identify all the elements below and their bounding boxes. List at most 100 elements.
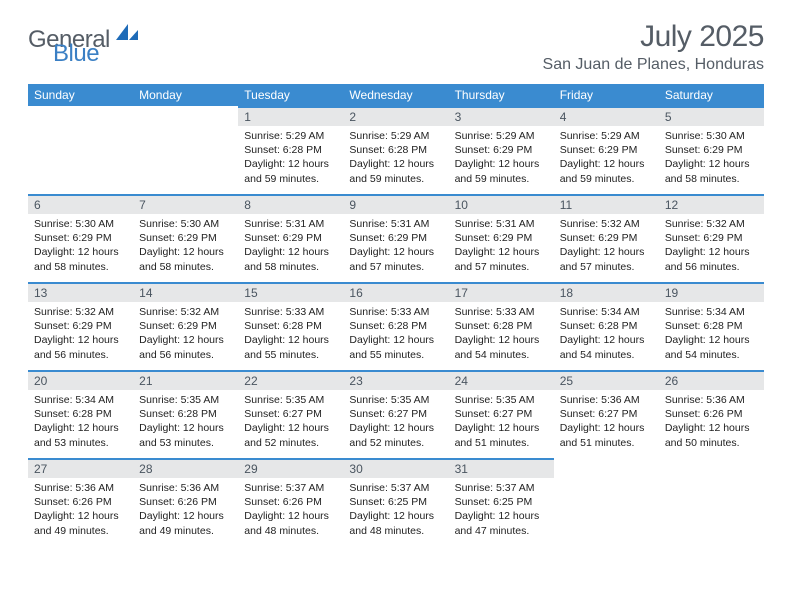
day-details: Sunrise: 5:35 AMSunset: 6:27 PMDaylight:…: [449, 390, 554, 454]
day-number: 9: [343, 194, 448, 214]
weekday-header: Saturday: [659, 84, 764, 106]
day-details: Sunrise: 5:29 AMSunset: 6:28 PMDaylight:…: [343, 126, 448, 190]
daylight-line: Daylight: 12 hours and 55 minutes.: [349, 333, 442, 361]
daylight-line: Daylight: 12 hours and 54 minutes.: [455, 333, 548, 361]
sunset-line: Sunset: 6:28 PM: [139, 407, 232, 421]
calendar-cell: 30Sunrise: 5:37 AMSunset: 6:25 PMDayligh…: [343, 458, 448, 546]
day-number: 14: [133, 282, 238, 302]
calendar-cell: 7Sunrise: 5:30 AMSunset: 6:29 PMDaylight…: [133, 194, 238, 282]
day-number: 23: [343, 370, 448, 390]
sunset-line: Sunset: 6:29 PM: [665, 143, 758, 157]
daylight-line: Daylight: 12 hours and 48 minutes.: [244, 509, 337, 537]
sunrise-line: Sunrise: 5:33 AM: [455, 305, 548, 319]
day-details: Sunrise: 5:30 AMSunset: 6:29 PMDaylight:…: [133, 214, 238, 278]
day-details: Sunrise: 5:36 AMSunset: 6:26 PMDaylight:…: [133, 478, 238, 542]
day-details: Sunrise: 5:35 AMSunset: 6:28 PMDaylight:…: [133, 390, 238, 454]
day-number: 1: [238, 106, 343, 126]
day-number: 4: [554, 106, 659, 126]
sunrise-line: Sunrise: 5:29 AM: [455, 129, 548, 143]
daylight-line: Daylight: 12 hours and 54 minutes.: [665, 333, 758, 361]
day-details: Sunrise: 5:35 AMSunset: 6:27 PMDaylight:…: [343, 390, 448, 454]
sunset-line: Sunset: 6:26 PM: [34, 495, 127, 509]
sunset-line: Sunset: 6:29 PM: [560, 143, 653, 157]
header-bar: General July 2025 San Juan de Planes, Ho…: [28, 20, 764, 74]
calendar-cell: 14Sunrise: 5:32 AMSunset: 6:29 PMDayligh…: [133, 282, 238, 370]
sunrise-line: Sunrise: 5:36 AM: [560, 393, 653, 407]
sunrise-line: Sunrise: 5:35 AM: [244, 393, 337, 407]
day-details: Sunrise: 5:33 AMSunset: 6:28 PMDaylight:…: [449, 302, 554, 366]
daylight-line: Daylight: 12 hours and 56 minutes.: [665, 245, 758, 273]
brand-sail-icon: [114, 22, 140, 47]
daylight-line: Daylight: 12 hours and 51 minutes.: [455, 421, 548, 449]
sunset-line: Sunset: 6:29 PM: [455, 143, 548, 157]
daylight-line: Daylight: 12 hours and 57 minutes.: [349, 245, 442, 273]
calendar-header: SundayMondayTuesdayWednesdayThursdayFrid…: [28, 84, 764, 106]
sunrise-line: Sunrise: 5:30 AM: [34, 217, 127, 231]
daylight-line: Daylight: 12 hours and 55 minutes.: [244, 333, 337, 361]
sunset-line: Sunset: 6:27 PM: [560, 407, 653, 421]
daylight-line: Daylight: 12 hours and 49 minutes.: [139, 509, 232, 537]
sunrise-line: Sunrise: 5:31 AM: [244, 217, 337, 231]
day-number: 20: [28, 370, 133, 390]
calendar-cell: 15Sunrise: 5:33 AMSunset: 6:28 PMDayligh…: [238, 282, 343, 370]
calendar-cell: 27Sunrise: 5:36 AMSunset: 6:26 PMDayligh…: [28, 458, 133, 546]
day-number: 27: [28, 458, 133, 478]
sunset-line: Sunset: 6:28 PM: [560, 319, 653, 333]
sunrise-line: Sunrise: 5:31 AM: [349, 217, 442, 231]
calendar-cell: [554, 458, 659, 546]
day-details: Sunrise: 5:33 AMSunset: 6:28 PMDaylight:…: [343, 302, 448, 366]
calendar-week: 13 Sunrise: 5:32 AMSunset: 6:29 PM Dayligh…: [28, 282, 764, 370]
calendar-cell: 19Sunrise: 5:34 AMSunset: 6:28 PMDayligh…: [659, 282, 764, 370]
calendar-cell: 24Sunrise: 5:35 AMSunset: 6:27 PMDayligh…: [449, 370, 554, 458]
day-number: 15: [238, 282, 343, 302]
sunset-line: Sunset: 6:29 PM: [560, 231, 653, 245]
calendar-cell: 31Sunrise: 5:37 AMSunset: 6:25 PMDayligh…: [449, 458, 554, 546]
day-details: Sunrise: 5:34 AMSunset: 6:28 PMDaylight:…: [554, 302, 659, 366]
day-number: 17: [449, 282, 554, 302]
sunset-line: Sunset: 6:29 PM: [349, 231, 442, 245]
calendar-cell: 11Sunrise: 5:32 AMSunset: 6:29 PMDayligh…: [554, 194, 659, 282]
daylight-line: Daylight: 12 hours and 50 minutes.: [665, 421, 758, 449]
day-details: Sunrise: 5:36 AMSunset: 6:26 PMDaylight:…: [659, 390, 764, 454]
day-number: 8: [238, 194, 343, 214]
day-details: Sunrise: 5:29 AMSunset: 6:29 PMDaylight:…: [449, 126, 554, 190]
weekday-header: Friday: [554, 84, 659, 106]
day-number: 29: [238, 458, 343, 478]
calendar-cell: 8Sunrise: 5:31 AMSunset: 6:29 PMDaylight…: [238, 194, 343, 282]
sunset-line: Sunset: 6:25 PM: [455, 495, 548, 509]
day-details: Sunrise: 5:29 AMSunset: 6:28 PMDaylight:…: [238, 126, 343, 190]
sunrise-line: Sunrise: 5:31 AM: [455, 217, 548, 231]
day-number: 5: [659, 106, 764, 126]
day-details: Sunrise: 5:34 AMSunset: 6:28 PMDaylight:…: [28, 390, 133, 454]
sunrise-line: Sunrise: 5:32 AM: [139, 305, 232, 319]
sunset-line: Sunset: 6:25 PM: [349, 495, 442, 509]
sunrise-line: Sunrise: 5:33 AM: [349, 305, 442, 319]
day-number: 3: [449, 106, 554, 126]
day-details: Sunrise: 5:31 AMSunset: 6:29 PMDaylight:…: [343, 214, 448, 278]
day-number: 6: [28, 194, 133, 214]
day-details: Sunrise: 5:35 AMSunset: 6:27 PMDaylight:…: [238, 390, 343, 454]
day-number: 25: [554, 370, 659, 390]
calendar-week: 1Sunrise: 5:29 AMSunset: 6:28 PMDaylight…: [28, 106, 764, 194]
daylight-line: Daylight: 12 hours and 57 minutes.: [560, 245, 653, 273]
sunset-line: Sunset: 6:29 PM: [139, 319, 232, 333]
day-number: 13: [28, 282, 133, 302]
sunrise-line: Sunrise: 5:34 AM: [665, 305, 758, 319]
daylight-line: Daylight: 12 hours and 59 minutes.: [560, 157, 653, 185]
day-details: Sunrise: 5:30 AMSunset: 6:29 PMDaylight:…: [659, 126, 764, 190]
sunrise-line: Sunrise: 5:36 AM: [139, 481, 232, 495]
daylight-line: Daylight: 12 hours and 59 minutes.: [349, 157, 442, 185]
weekday-header: Tuesday: [238, 84, 343, 106]
day-details: Sunrise: 5:30 AMSunset: 6:29 PMDaylight:…: [28, 214, 133, 278]
calendar-week: 27Sunrise: 5:36 AMSunset: 6:26 PMDayligh…: [28, 458, 764, 546]
day-number: 26: [659, 370, 764, 390]
calendar-week: 20Sunrise: 5:34 AMSunset: 6:28 PMDayligh…: [28, 370, 764, 458]
brand-blue: Blue: [53, 40, 99, 68]
sunrise-line: Sunrise: 5:35 AM: [139, 393, 232, 407]
sunset-line: Sunset: 6:29 PM: [34, 231, 127, 245]
daylight-line: Daylight: 12 hours and 48 minutes.: [349, 509, 442, 537]
calendar-cell: 16Sunrise: 5:33 AMSunset: 6:28 PMDayligh…: [343, 282, 448, 370]
calendar-table: SundayMondayTuesdayWednesdayThursdayFrid…: [28, 84, 764, 546]
day-number: 11: [554, 194, 659, 214]
sunrise-line: Sunrise: 5:37 AM: [349, 481, 442, 495]
